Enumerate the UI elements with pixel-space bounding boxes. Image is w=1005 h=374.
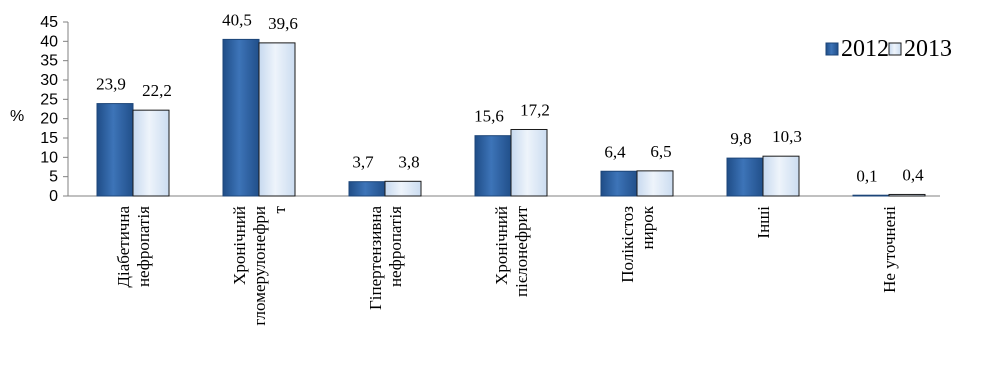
x-tick-label-line: Хронічний — [492, 206, 511, 285]
data-label: 10,3 — [772, 127, 802, 146]
bar-2012-6 — [852, 194, 890, 197]
data-label: 0,1 — [856, 167, 877, 186]
data-label: 6,5 — [650, 142, 671, 161]
data-label: 9,8 — [730, 129, 751, 148]
y-tick-label: 45 — [40, 14, 58, 31]
y-tick-label: 35 — [40, 53, 58, 70]
data-label: 23,9 — [96, 75, 126, 94]
bar-2013-0 — [132, 109, 170, 197]
legend-swatch-2013 — [888, 42, 902, 56]
x-tick-label-line: Гіпертензивна — [366, 206, 385, 310]
x-tick-label: Діабетичнанефропатія — [114, 206, 153, 288]
x-tick-label-line: Полікістоз — [618, 206, 637, 283]
data-label: 3,7 — [352, 153, 374, 172]
bar-2013-6 — [888, 193, 926, 197]
x-tick-label: Гіпертензивнанефропатія — [366, 206, 405, 310]
category-labels: Діабетичнанефропатія Хронічнийгломерулоне… — [114, 205, 899, 325]
x-tick-label-line: Хронічний — [230, 206, 249, 285]
y-tick-label: 0 — [49, 188, 58, 205]
x-tick-label: Не уточнені — [880, 206, 899, 293]
data-label: 40,5 — [222, 10, 252, 29]
x-tick-label-line: Інші — [754, 206, 773, 239]
bar-2013-4 — [636, 170, 674, 197]
data-labels: 23,9 22,2 40,5 39,6 3,7 3,8 15,6 17,2 6,4 6,5 9,8 1… — [96, 10, 924, 185]
y-tick-label: 30 — [40, 72, 58, 89]
y-axis: 0 5 10 15 20 25 30 35 40 45 — [40, 14, 940, 205]
legend: 2012 2013 — [825, 36, 952, 62]
x-tick-label: Інші — [754, 206, 773, 239]
data-label: 3,8 — [398, 152, 419, 171]
y-axis-label: % — [10, 108, 24, 125]
bar-2012-1 — [222, 38, 260, 197]
x-tick-label-line: нефропатія — [386, 206, 405, 287]
legend-swatch-2012 — [825, 42, 839, 56]
x-tick-label: Хронічнийгломерулонефрит — [230, 205, 289, 325]
data-label: 22,2 — [142, 81, 172, 100]
x-tick-label-line: Діабетична — [114, 206, 133, 288]
y-tick-label: 15 — [40, 130, 58, 147]
data-label: 6,4 — [604, 142, 626, 161]
legend-label-2012: 2012 — [841, 36, 889, 62]
y-tick-label: 5 — [49, 169, 58, 186]
x-tick-label-line: т — [270, 205, 289, 213]
x-tick-label-line: гломерулонефри — [250, 206, 269, 326]
data-label: 15,6 — [474, 107, 504, 126]
y-tick-label: 20 — [40, 111, 58, 128]
bar-2013-3 — [510, 128, 548, 197]
bar-2012-3 — [474, 135, 512, 197]
bar-2013-1 — [258, 42, 296, 197]
bar-2013-2 — [384, 180, 422, 197]
x-tick-label: Полікістознирок — [618, 205, 657, 282]
data-label: 0,4 — [902, 165, 924, 184]
bar-2012-5 — [726, 157, 764, 197]
data-label: 39,6 — [268, 14, 298, 33]
x-tick-label: Хронічнийпієлонефрит — [492, 205, 531, 297]
y-tick-label: 40 — [40, 33, 58, 50]
x-tick-label-line: нирок — [638, 205, 657, 249]
data-label: 17,2 — [520, 100, 550, 119]
bar-2012-2 — [348, 181, 386, 197]
x-tick-label-line: пієлонефрит — [512, 205, 531, 297]
bars — [96, 38, 926, 197]
legend-label-2013: 2013 — [904, 36, 952, 62]
bar-2012-4 — [600, 170, 638, 197]
bar-2012-0 — [96, 103, 134, 197]
x-tick-label-line: Не уточнені — [880, 206, 899, 293]
bar-2013-5 — [762, 155, 800, 197]
y-tick-label: 10 — [40, 149, 58, 166]
y-tick-label: 25 — [40, 91, 58, 108]
x-tick-label-line: нефропатія — [134, 206, 153, 287]
